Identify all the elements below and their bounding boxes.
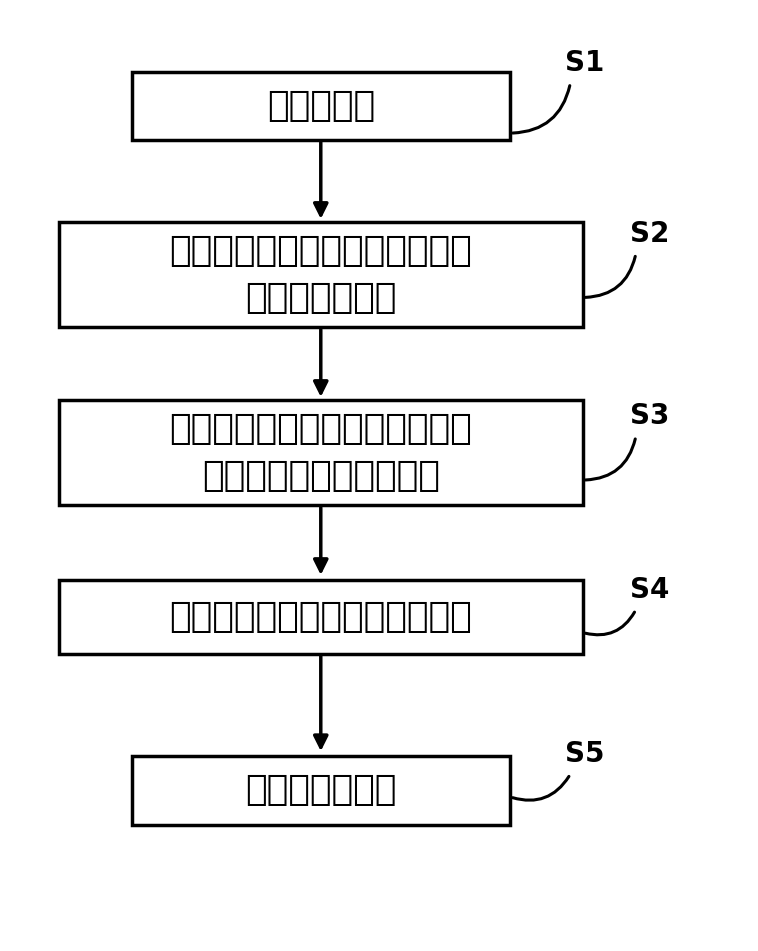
Text: S1: S1 — [565, 49, 604, 77]
FancyBboxPatch shape — [59, 580, 583, 653]
Text: 实时检测，直到识别到受试部位
则启动调光过程: 实时检测，直到识别到受试部位 则启动调光过程 — [169, 234, 472, 316]
Text: S4: S4 — [630, 575, 669, 604]
FancyBboxPatch shape — [59, 400, 583, 505]
Text: S2: S2 — [630, 220, 669, 247]
FancyBboxPatch shape — [132, 71, 510, 140]
Text: 参数初始化: 参数初始化 — [267, 88, 375, 123]
Text: 提取脉搏波信号: 提取脉搏波信号 — [245, 773, 396, 807]
Text: 通过第二调光算法调整基线漂移: 通过第二调光算法调整基线漂移 — [169, 600, 472, 634]
Text: S5: S5 — [565, 740, 604, 768]
Text: S3: S3 — [630, 402, 669, 430]
Text: 通过第一调光算法调整基线，直
到基线调整到基线目标区: 通过第一调光算法调整基线，直 到基线调整到基线目标区 — [169, 412, 472, 494]
FancyBboxPatch shape — [132, 756, 510, 825]
FancyBboxPatch shape — [59, 223, 583, 327]
